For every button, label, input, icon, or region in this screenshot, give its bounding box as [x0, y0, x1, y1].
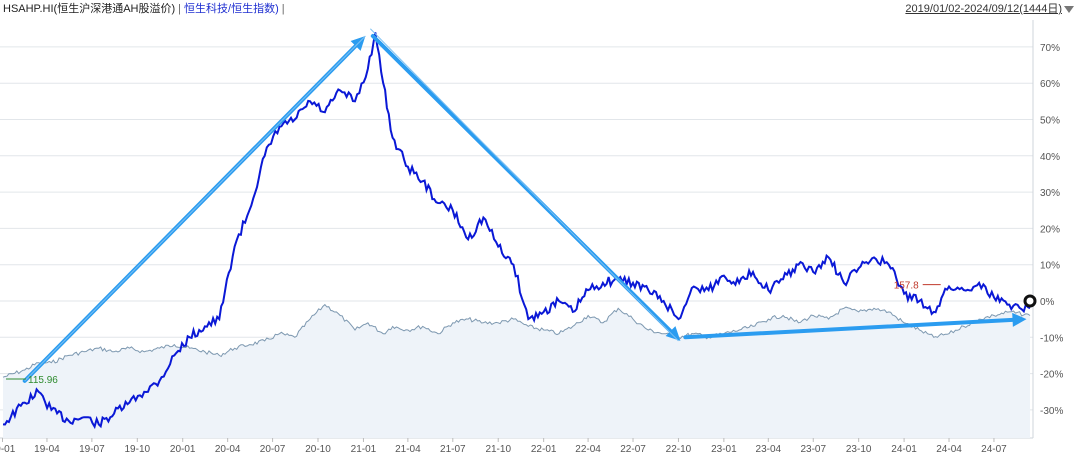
- y-tick-label: -30%: [1040, 406, 1063, 417]
- y-axis: 70% 60% 50% 40% 30% 20% 10% 0% -10% -20% -30%: [1040, 43, 1063, 417]
- end-value-label: 157.8: [894, 281, 919, 292]
- compare-link-hsi[interactable]: 恒生指数: [231, 3, 276, 15]
- chart-header: HSAHP.HI(恒生沪深港通AH股溢价) | 恒生科技/恒生指数) | 2019/0…: [0, 0, 1080, 18]
- x-tick-label: 23-01: [711, 444, 737, 455]
- chevron-down-icon[interactable]: [1064, 5, 1074, 13]
- trend-arrow-2: [370, 34, 673, 334]
- x-tick-label: 21-07: [440, 444, 466, 455]
- y-tick-label: 70%: [1040, 43, 1060, 54]
- x-tick-label: 21-01: [351, 444, 377, 455]
- trend-arrow-3: [683, 317, 1015, 340]
- slash: /: [228, 3, 232, 15]
- date-range-text[interactable]: 2019/01/02-2024/09/12(1444日): [905, 3, 1062, 15]
- close-paren: ): [275, 3, 279, 15]
- separator: |: [281, 3, 285, 15]
- index-title: HSAHP.HI(恒生沪深港通AH股溢价): [3, 3, 176, 15]
- x-tick-label: 23-07: [800, 444, 826, 455]
- date-range-selector[interactable]: 2019/01/02-2024/09/12(1444日): [905, 0, 1074, 18]
- y-tick-label: 0%: [1040, 297, 1055, 308]
- start-value-label: 115.96: [28, 375, 58, 386]
- trend-thin-line: [369, 28, 679, 342]
- x-tick-label: 19-10: [125, 444, 151, 455]
- value-labels: 115.96 157.8: [6, 281, 941, 386]
- series-lines: [2, 32, 1031, 430]
- arrow-head-2: [665, 326, 681, 341]
- trend-thin-line: [24, 35, 366, 382]
- header-title-group: HSAHP.HI(恒生沪深港通AH股溢价) | 恒生科技/恒生指数) |: [3, 0, 288, 18]
- x-tick-label: 22-01: [531, 444, 557, 455]
- x-tick-label: 23-04: [756, 444, 782, 455]
- trend-arrows: [22, 28, 1027, 383]
- x-tick-label: 20-01: [170, 444, 196, 455]
- series-line-hsahp: [2, 32, 1031, 430]
- y-tick-label: 40%: [1040, 152, 1060, 163]
- y-tick-label: -10%: [1040, 333, 1063, 344]
- x-tick-label: 20-04: [215, 444, 241, 455]
- x-tick-label: 21-04: [395, 444, 421, 455]
- x-tick-label: 24-07: [981, 444, 1007, 455]
- x-tick-label: 23-10: [846, 444, 872, 455]
- end-marker[interactable]: [1023, 294, 1037, 308]
- arrow-head-3: [1012, 312, 1027, 327]
- compare-link-hstech[interactable]: 恒生科技: [184, 3, 229, 15]
- x-tick-label: 22-04: [575, 444, 601, 455]
- x-tick-label: 19-07: [79, 444, 105, 455]
- end-point-icon[interactable]: [1023, 294, 1037, 308]
- y-tick-label: 10%: [1040, 261, 1060, 272]
- y-tick-label: 60%: [1040, 79, 1060, 90]
- y-tick-label: 20%: [1040, 224, 1060, 235]
- y-tick-label: 30%: [1040, 188, 1060, 199]
- x-tick-label: 19-04: [34, 444, 60, 455]
- x-tick-label: 21-10: [485, 444, 511, 455]
- x-tick-label: 20-10: [305, 444, 331, 455]
- x-tick-label: 24-01: [891, 444, 917, 455]
- x-tick-label: 19-01: [0, 444, 16, 455]
- x-axis: 19-01 19-04 19-07 19-10 20-01 20-04 20-07 20-10…: [0, 438, 1007, 455]
- x-tick-label: 24-04: [936, 444, 962, 455]
- y-tick-label: 50%: [1040, 116, 1060, 127]
- secondary-area: [3, 304, 1030, 438]
- separator: |: [178, 3, 182, 15]
- series-line-hsi: [2, 303, 1031, 378]
- x-tick-label: 22-07: [620, 444, 646, 455]
- y-tick-label: -20%: [1040, 370, 1063, 381]
- x-tick-label: 20-07: [260, 444, 286, 455]
- x-tick-label: 22-10: [666, 444, 692, 455]
- secondary-area-fill: [3, 304, 1030, 438]
